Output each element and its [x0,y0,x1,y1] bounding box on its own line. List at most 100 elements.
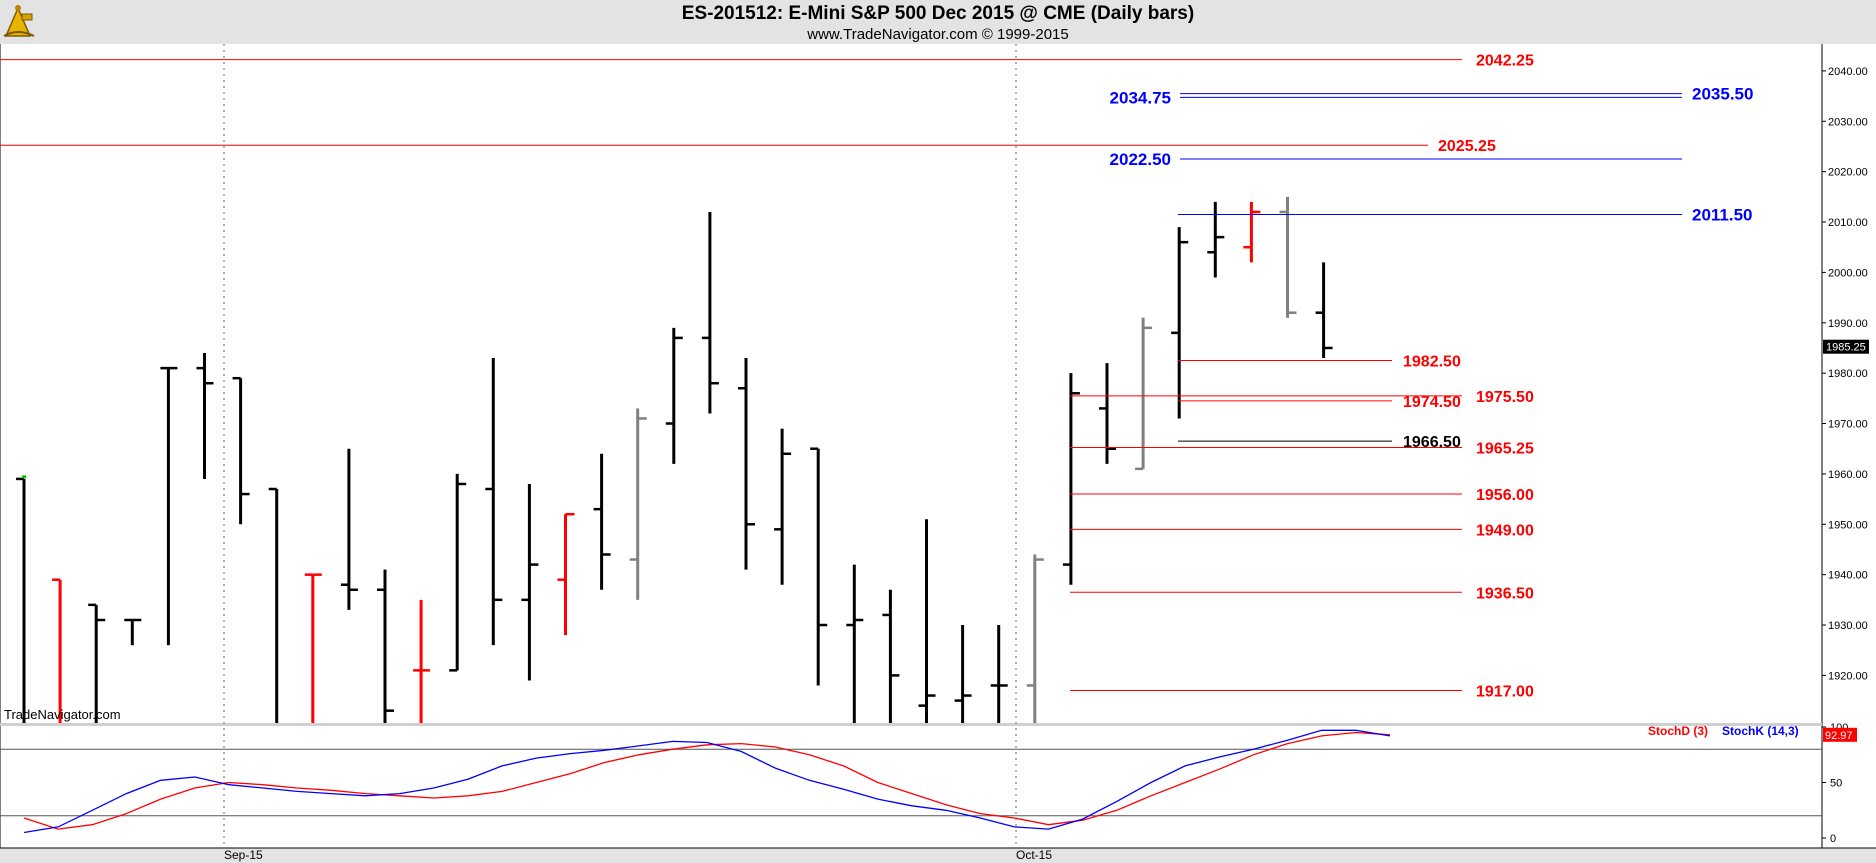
price-levels: 2042.25 2035.50 2034.75 2025.25 2022.50 2011.… [0,53,1753,701]
price-level: 2022.50 [1110,150,1682,169]
price-bars [16,196,1333,723]
price-level: 1974.50 [1178,394,1461,411]
price-level: 2042.25 [0,53,1534,70]
last-price-box [1823,339,1869,354]
stoch-last-value-box [1823,727,1857,742]
level-label: 2011.50 [1692,205,1753,224]
date-tick-label: Oct-15 [1016,848,1052,862]
level-label: 2022.50 [1110,150,1171,169]
price-tick-label: 2040.00 [1828,66,1868,78]
ohlc-bar [1171,227,1189,419]
ohlc-bar [629,408,647,600]
pane-separator [0,723,1822,726]
price-tick-label: 1990.00 [1828,318,1868,330]
ohlc-bar [268,487,279,723]
ohlc-bar [846,564,864,723]
ohlc-bar [232,376,250,525]
price-level: 1975.50 [1070,389,1534,406]
ohlc-bar [593,453,611,590]
stoch-d-line [23,731,1391,830]
ohlc-bar [1062,373,1080,585]
ohlc-bar [1279,196,1297,318]
level-label: 2025.25 [1438,138,1496,155]
price-level: 1917.00 [1070,684,1534,701]
grid-layer: Sep-15 Oct-15 [0,44,1876,863]
chart-title: ES-201512: E-Mini S&P 500 Dec 2015 @ CME… [681,3,1195,24]
ohlc-bar [485,358,503,646]
ohlc-bar [52,578,62,723]
price-level: 1982.50 [1178,354,1461,371]
date-tick-label: Sep-15 [224,848,263,862]
price-tick-label: 1920.00 [1828,670,1868,682]
ohlc-bar [882,589,900,723]
ohlc-bar [196,353,214,479]
stoch-legend-item: StochD (3) [1648,724,1708,738]
stoch-legend-item: StochK (14,3) [1722,724,1799,738]
ohlc-bar [1026,554,1044,723]
price-tick-label: 1940.00 [1828,570,1868,582]
chart-subtitle: www.TradeNavigator.com © 1999-2015 [807,26,1069,43]
ohlc-bar [701,211,719,414]
price-axis: 1920.00 1930.00 1940.00 1950.00 1960.00 1970.… [1822,66,1869,682]
stoch-tick-label: 0 [1830,833,1836,845]
price-tick-label: 1930.00 [1828,620,1868,632]
ohlc-bar [160,366,178,646]
level-label: 2034.75 [1110,88,1171,107]
ohlc-bar [521,483,539,681]
ohlc-bar [557,512,575,636]
ohlc-bar [16,477,26,723]
price-level: 1949.00 [1070,522,1534,539]
level-label: 1974.50 [1403,394,1461,411]
ohlc-bar [304,573,322,723]
price-tick-label: 1980.00 [1828,368,1868,380]
ohlc-bar [88,603,106,723]
price-level: 1965.25 [1070,440,1534,457]
level-label: 1949.00 [1476,522,1534,539]
price-level: 2035.50 [1180,85,1753,104]
stoch-k-line [23,729,1391,834]
ohlc-bar [1315,262,1333,359]
ohlc-bar [738,358,755,570]
ohlc-bar [377,569,394,723]
ohlc-bar [1207,201,1225,278]
ohlc-bar [124,618,142,646]
price-level: 1966.50 [1178,434,1461,451]
price-level: 1936.50 [1070,585,1534,602]
ohlc-bar [1135,317,1153,471]
level-label: 2042.25 [1476,53,1534,70]
price-tick-label: 1950.00 [1828,519,1868,531]
price-level: 2025.25 [0,138,1496,155]
stochastic-panel: 050100StochD (3)StochK (14,3)92.97 [0,722,1857,845]
level-label: 1917.00 [1476,684,1534,701]
level-label: 1936.50 [1476,585,1534,602]
ohlc-bar [774,428,792,585]
price-level: 1956.00 [1070,487,1534,504]
ohlc-bar [954,625,972,723]
price-level: 2034.75 [1110,88,1682,107]
level-label: 1966.50 [1403,434,1461,451]
price-tick-label: 2030.00 [1828,116,1868,128]
ohlc-bar [1099,363,1116,464]
chart-header [0,0,1876,44]
ohlc-bar [810,447,828,686]
level-label: 2035.50 [1692,85,1753,104]
ohlc-bar [665,327,683,464]
price-tick-label: 2010.00 [1828,217,1868,229]
level-label: 1975.50 [1476,389,1534,406]
stoch-last-value-label: 92.97 [1825,730,1853,742]
price-tick-label: 2020.00 [1828,167,1868,179]
stoch-tick-label: 50 [1830,778,1842,790]
ohlc-bar [340,448,358,610]
level-label: 1956.00 [1476,487,1534,504]
price-tick-label: 1970.00 [1828,419,1868,431]
level-label: 1965.25 [1476,440,1534,457]
ohlc-bar [1243,201,1261,263]
level-label: 1982.50 [1403,354,1461,371]
date-axis-band [0,848,1876,863]
price-tick-label: 1960.00 [1828,469,1868,481]
ohlc-bar [990,625,1008,723]
ohlc-bar [413,599,431,723]
price-level: 2011.50 [1178,205,1753,224]
ohlc-bar [449,473,467,672]
